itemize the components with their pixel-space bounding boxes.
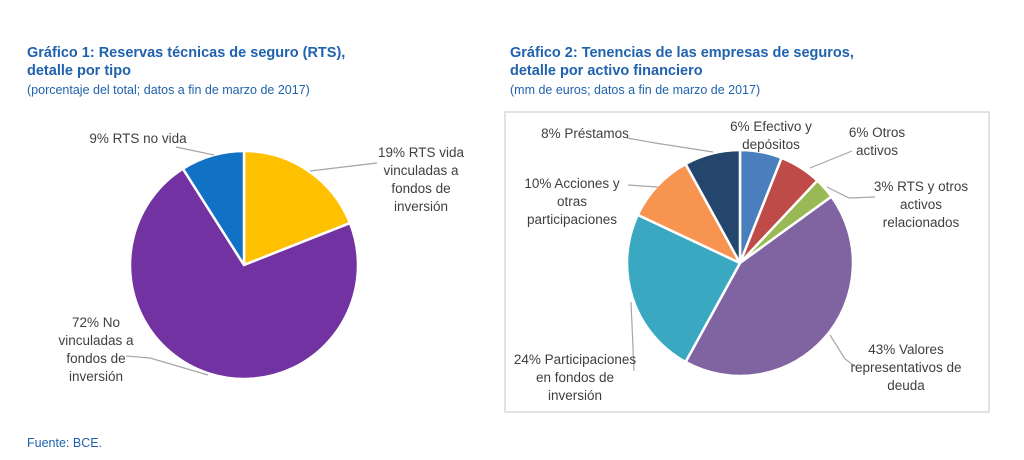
chart1-title-line1: Gráfico 1: Reservas técnicas de seguro (…	[27, 45, 346, 61]
callout-prestamos: 8% Préstamos	[541, 126, 629, 141]
leader-rts-no-vida	[175, 146, 215, 156]
callout-valores-deuda: 43% Valores representativos de deuda	[850, 342, 962, 393]
pie-slice-acciones-y-otras-participaciones	[636, 162, 742, 265]
pie-chart-1	[128, 149, 360, 381]
callout-rts-no-vida: 9% RTS no vida	[89, 131, 187, 146]
leader-lines	[125, 137, 876, 376]
chart1-header: Gráfico 1: Reservas técnicas de seguro (…	[27, 44, 497, 98]
leader-otros-activos	[809, 150, 853, 169]
pie-slice-prestamos	[684, 148, 742, 265]
callout-participaciones-fondos: 24% Participaciones en fondos de inversi…	[513, 352, 637, 403]
leader-no-vinculadas	[125, 355, 209, 376]
chart1-subtitle: (porcentaje del total; datos a fin de ma…	[27, 83, 310, 97]
callout-otros-activos: 6% Otros activos	[848, 125, 906, 158]
chart2-title-line2: detalle por activo financiero	[510, 63, 703, 79]
callout-efectivo-depositos: 6% Efectivo y depósitos	[730, 119, 812, 152]
callout-rts-relacionados: 3% RTS y otros activos relacionados	[873, 179, 969, 230]
chart1-title-line2: detalle por tipo	[27, 63, 131, 79]
chart2-subtitle: (mm de euros; datos a fin de marzo de 20…	[510, 83, 761, 97]
leader-rts-relacionados	[826, 186, 876, 199]
chart1-title: Gráfico 1: Reservas técnicas de seguro (…	[27, 44, 497, 80]
leader-valores-deuda	[829, 334, 857, 368]
leader-prestamos	[626, 137, 714, 153]
callout-acciones: 10% Acciones y otras participaciones	[524, 176, 620, 227]
leader-participaciones-fondos	[630, 301, 635, 372]
leader-rts-vida-fondos	[309, 162, 378, 172]
pie-slice-rts-vida-vinculadas-a-fondos-de-inversion	[242, 149, 352, 267]
callout-no-vinculadas: 72% No vinculadas a fondos de inversión	[58, 315, 134, 384]
chart2-title: Gráfico 2: Tenencias de las empresas de …	[510, 44, 980, 80]
chart2-title-line1: Gráfico 2: Tenencias de las empresas de …	[510, 45, 854, 61]
leader-acciones	[627, 184, 659, 188]
chart2-header: Gráfico 2: Tenencias de las empresas de …	[510, 44, 980, 98]
pie-slice-no-vinculadas-a-fondos-de-inversion	[128, 167, 360, 381]
source-note: Fuente: BCE.	[27, 436, 103, 450]
pie-slice-valores-representativos-de-deuda	[684, 195, 855, 378]
callout-rts-vida-fondos: 19% RTS vida vinculadas a fondos de inve…	[377, 145, 465, 214]
pie-chart-2	[625, 148, 855, 378]
pie-slice-rts-no-vida	[181, 149, 246, 267]
pie-slice-participaciones-en-fondos-de-inversion	[625, 213, 742, 364]
